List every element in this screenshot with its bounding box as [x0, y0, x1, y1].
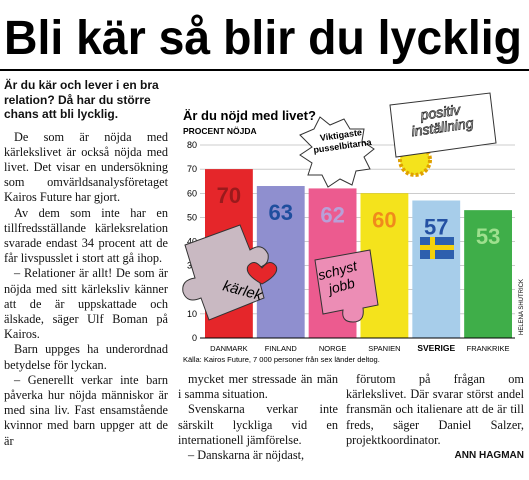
column: förutom på frågan om kärlekslivet. Där s… — [346, 372, 524, 478]
headline: Bli kär så blir du lycklig — [4, 12, 522, 65]
y-label: PROCENT NÖJDA — [183, 126, 257, 136]
y-tick-label: 70 — [187, 164, 197, 174]
annotation: positiv — [419, 101, 463, 123]
value-label: 60 — [372, 207, 396, 232]
bar — [412, 200, 461, 338]
paragraph: Av dem som inte har en tillfredsställand… — [4, 205, 168, 266]
paragraph: Barn uppges ha underordnad betydelse för… — [4, 342, 168, 372]
paragraph: – Danskarna är nöjdast, — [188, 448, 305, 463]
value-label: 57 — [424, 214, 448, 239]
column: mycket mer stressade än män i samma situ… — [178, 372, 338, 478]
y-tick-label: 60 — [187, 188, 197, 198]
x-tick-label: FRANKRIKE — [467, 344, 510, 353]
headline-area: Bli kär så blir du lycklig — [0, 12, 529, 71]
puzzle-piece — [389, 92, 497, 158]
byline: ANN HAGMAN — [454, 450, 524, 462]
value-label: 63 — [269, 200, 293, 225]
x-tick-label: SVERIGE — [417, 343, 455, 353]
paragraph: – Generellt verkar inte barn påverka hur… — [4, 372, 168, 448]
value-label: 53 — [476, 224, 500, 249]
value-label: 62 — [320, 202, 344, 227]
credit: HELENA SHUTRICK — [519, 279, 525, 335]
paragraph: De som är nöjda med kärlekslivet är ocks… — [4, 129, 168, 205]
puzzle-piece — [314, 249, 379, 323]
y-tick-label: 40 — [187, 237, 197, 247]
y-tick-label: 80 — [187, 140, 197, 150]
puzzle-decor: kärlekschystjobbViktigastepusselbitarnap… — [182, 92, 497, 323]
chart-title: Är du nöjd med livet? — [183, 108, 316, 123]
heart — [246, 262, 278, 285]
source: Källa: Kairos Future, 7 000 personer frå… — [183, 355, 380, 364]
paragraph: – Relationer är allt! De som är nöjda me… — [4, 266, 168, 342]
y-tick-label: 50 — [187, 212, 197, 222]
paragraph: förutom på frågan om kärlekslivet. Där s… — [346, 372, 524, 447]
flag-cross — [420, 245, 454, 250]
value-label: 70 — [217, 183, 241, 208]
lead: Är du kär och lever i en bra relation? D… — [4, 78, 159, 121]
column: Är du kär och lever i en bra relation? D… — [4, 78, 168, 478]
y-tick-label: 10 — [187, 309, 197, 319]
x-tick-label: FINLAND — [265, 344, 298, 353]
x-tick-label: DANMARK — [210, 344, 248, 353]
annotation: jobb — [325, 275, 357, 298]
x-tick-label: NORGE — [319, 344, 347, 353]
x-tick-label: SPANIEN — [368, 344, 400, 353]
y-tick-label: 0 — [192, 333, 197, 343]
badge — [299, 116, 375, 188]
puzzle-piece — [182, 224, 269, 321]
bar — [464, 210, 512, 338]
paragraph: Svenskarna verkar inte särskilt lyckliga… — [178, 402, 338, 447]
paragraph: mycket mer stressade än män i samma situ… — [178, 372, 338, 402]
